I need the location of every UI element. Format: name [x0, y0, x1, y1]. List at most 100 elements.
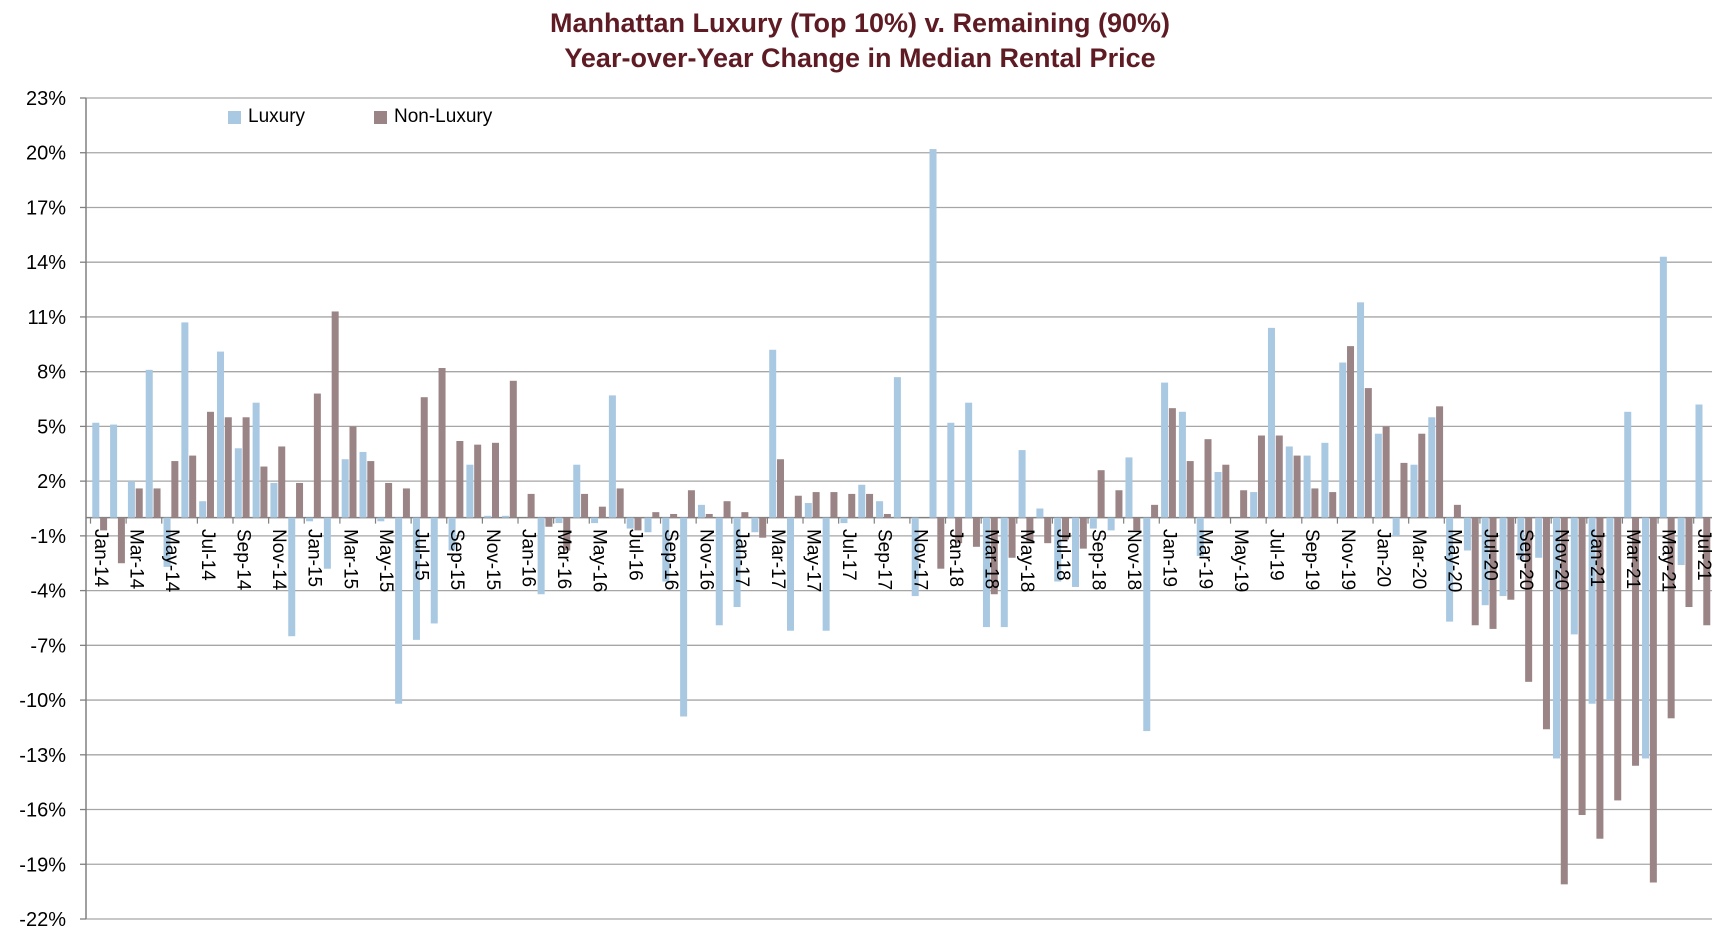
x-tick-label-Jan-16: Jan-16 — [517, 529, 538, 587]
bar-luxury-Nov-15 — [484, 515, 492, 518]
bar-luxury-Feb-21 — [1606, 517, 1614, 701]
bar-luxury-Jul-16 — [626, 517, 634, 529]
bar-nonluxury-May-16 — [598, 506, 606, 518]
bar-luxury-Jan-18 — [947, 422, 955, 518]
x-tick-label-Mar-14: Mar-14 — [126, 529, 147, 590]
bar-luxury-May-14 — [163, 517, 171, 567]
x-tick-label-Mar-20: Mar-20 — [1408, 529, 1429, 589]
bar-nonluxury-May-19 — [1240, 490, 1248, 518]
bar-luxury-May-18 — [1018, 450, 1026, 518]
bar-luxury-Mar-18 — [982, 517, 990, 628]
bar-luxury-Sep-17 — [876, 501, 884, 518]
bar-nonluxury-Sep-16 — [670, 513, 678, 518]
bar-luxury-Oct-19 — [1321, 442, 1329, 518]
bar-luxury-Jun-15 — [395, 517, 403, 704]
bar-nonluxury-Jun-17 — [830, 492, 838, 518]
bar-luxury-Mar-17 — [769, 349, 777, 518]
x-tick-label-Jan-18: Jan-18 — [945, 529, 966, 587]
bar-nonluxury-Sep-19 — [1311, 488, 1319, 518]
bar-nonluxury-Aug-20 — [1507, 517, 1515, 600]
y-tick-label-8: 8% — [37, 362, 66, 384]
bar-luxury-Feb-18 — [965, 402, 973, 518]
x-tick-label-Jan-19: Jan-19 — [1159, 529, 1180, 587]
bar-luxury-Oct-16 — [680, 517, 688, 717]
bar-luxury-Apr-15 — [359, 451, 367, 518]
chart-title-line1: Manhattan Luxury (Top 10%) v. Remaining … — [549, 8, 1171, 38]
bar-luxury-May-20 — [1446, 517, 1454, 622]
legend-item-nonluxury: Non-Luxury — [374, 106, 492, 128]
x-tick-label-Nov-16: Nov-16 — [696, 529, 717, 590]
bar-luxury-Jul-19 — [1267, 327, 1275, 518]
bar-nonluxury-Jan-21 — [1596, 517, 1604, 839]
bar-nonluxury-Feb-20 — [1400, 462, 1408, 518]
y-tick-label-2: 2% — [37, 471, 66, 493]
bar-nonluxury-Mar-18 — [990, 517, 998, 595]
bar-nonluxury-Sep-14 — [242, 417, 250, 518]
bar-nonluxury-Mar-15 — [349, 426, 357, 518]
bar-luxury-Apr-16 — [573, 464, 581, 518]
bar-nonluxury-Mar-14 — [135, 488, 143, 518]
bar-nonluxury-Nov-16 — [705, 513, 713, 518]
bar-nonluxury-Aug-18 — [1079, 517, 1087, 549]
bar-nonluxury-Mar-17 — [777, 459, 785, 518]
bar-nonluxury-Nov-20 — [1560, 517, 1568, 885]
bar-nonluxury-Jul-15 — [420, 397, 428, 518]
bar-nonluxury-Oct-20 — [1542, 517, 1550, 730]
x-tick-label-Mar-16: Mar-16 — [553, 529, 574, 589]
x-tick-label-Jul-15: Jul-15 — [411, 529, 432, 581]
bar-luxury-Jan-19 — [1161, 382, 1169, 518]
legend-item-luxury: Luxury — [228, 106, 305, 128]
bar-nonluxury-Sep-18 — [1097, 470, 1105, 518]
bar-nonluxury-Feb-14 — [117, 517, 125, 564]
bar-nonluxury-Jul-14 — [206, 411, 214, 518]
bar-nonluxury-Apr-14 — [153, 488, 161, 518]
bar-nonluxury-Jun-21 — [1685, 517, 1693, 608]
y-tick-label--4: -4% — [30, 581, 66, 603]
x-tick-label-Jul-17: Jul-17 — [838, 529, 859, 581]
bar-luxury-Oct-17 — [893, 377, 901, 518]
x-tick-label-Jan-14: Jan-14 — [90, 529, 111, 588]
bar-luxury-Apr-19 — [1214, 472, 1222, 518]
y-tick-label--1: -1% — [30, 526, 66, 548]
x-tick-label-Jul-18: Jul-18 — [1052, 529, 1073, 581]
legend-label-luxury: Luxury — [248, 106, 306, 127]
bar-nonluxury-Feb-15 — [331, 311, 339, 518]
bar-nonluxury-May-20 — [1453, 504, 1461, 518]
bar-luxury-Apr-14 — [145, 369, 153, 518]
bar-nonluxury-Aug-15 — [438, 368, 446, 518]
bar-nonluxury-Jul-16 — [634, 517, 642, 531]
bar-nonluxury-Aug-17 — [866, 493, 874, 518]
bar-luxury-Apr-18 — [1000, 517, 1008, 628]
bar-nonluxury-Jan-18 — [955, 517, 963, 544]
bar-luxury-Jun-17 — [822, 517, 830, 631]
bar-luxury-Aug-18 — [1072, 517, 1080, 587]
bar-nonluxury-Oct-18 — [1115, 490, 1123, 518]
bar-nonluxury-Dec-15 — [509, 380, 517, 518]
x-tick-label-Jan-17: Jan-17 — [731, 529, 752, 587]
bar-luxury-Dec-18 — [1143, 517, 1151, 732]
bar-luxury-Oct-14 — [252, 402, 260, 518]
bar-nonluxury-Sep-20 — [1525, 517, 1533, 682]
x-tick-label-Jul-14: Jul-14 — [197, 529, 218, 581]
bar-luxury-Jan-15 — [306, 517, 314, 522]
bar-nonluxury-Apr-15 — [367, 461, 375, 518]
bar-nonluxury-Apr-17 — [794, 495, 802, 518]
bar-luxury-Aug-17 — [858, 484, 866, 518]
bar-luxury-Dec-14 — [288, 517, 296, 637]
x-tick-label-Nov-14: Nov-14 — [268, 529, 289, 591]
y-tick-label--10: -10% — [19, 690, 66, 712]
x-tick-label-May-20: May-20 — [1444, 529, 1465, 592]
bar-nonluxury-Apr-18 — [1008, 517, 1016, 558]
bar-luxury-Jun-14 — [181, 322, 189, 518]
bar-nonluxury-Jun-20 — [1471, 517, 1479, 626]
bar-luxury-Oct-20 — [1535, 517, 1543, 558]
bar-luxury-Feb-17 — [751, 517, 759, 533]
bar-nonluxury-Oct-19 — [1329, 492, 1337, 518]
bar-luxury-Apr-17 — [787, 517, 795, 631]
x-tick-label-Mar-17: Mar-17 — [767, 529, 788, 589]
bar-luxury-Feb-15 — [323, 517, 331, 569]
bar-nonluxury-Oct-16 — [687, 490, 695, 518]
bar-nonluxury-Jul-18 — [1062, 517, 1070, 540]
bar-luxury-Aug-20 — [1499, 517, 1507, 597]
nonluxury-swatch-icon — [374, 110, 387, 124]
